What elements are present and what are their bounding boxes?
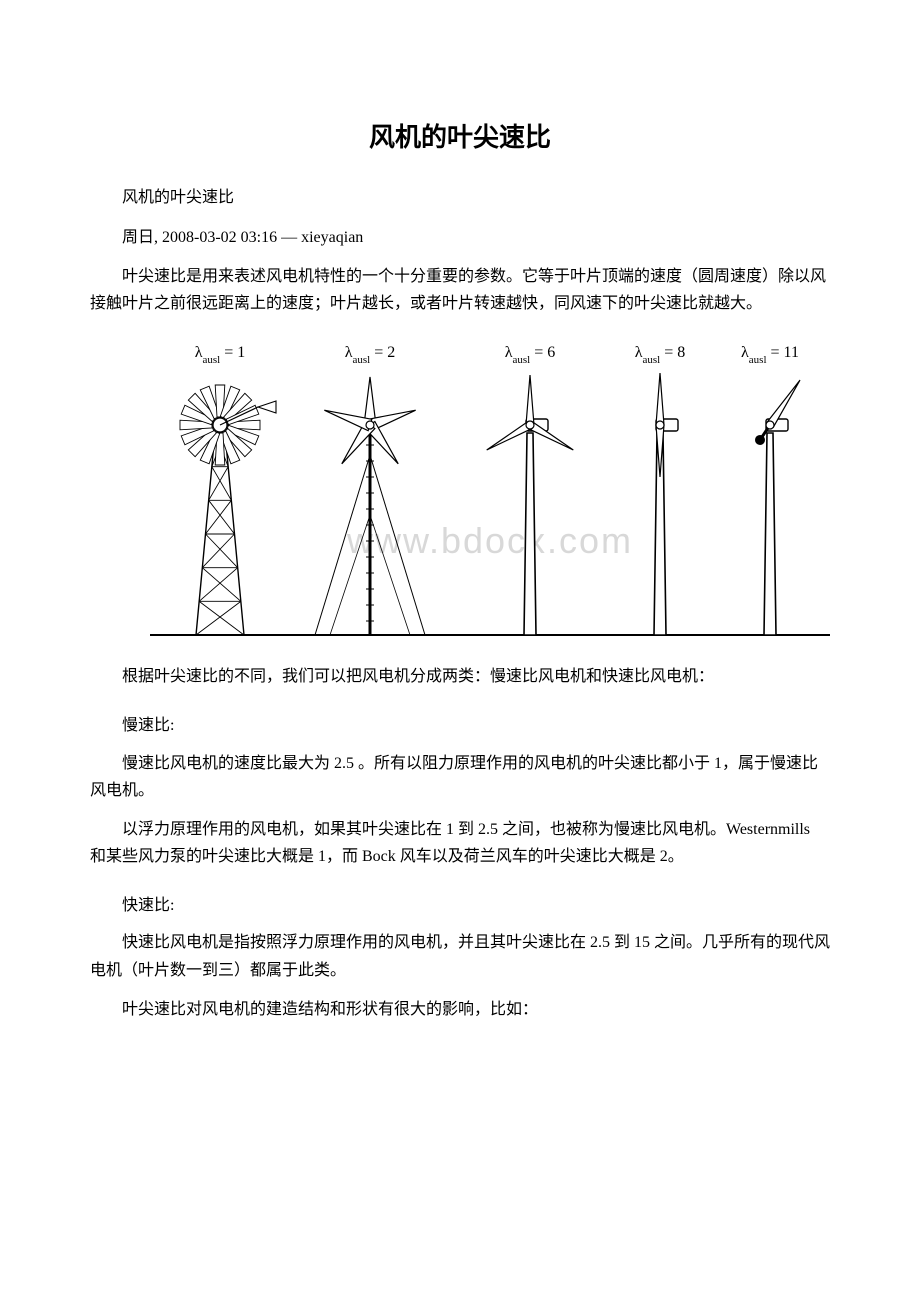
date-author-line: 周日, 2008-03-02 03:16 — xieyaqian: [90, 224, 830, 251]
subject-line: 风机的叶尖速比: [90, 184, 830, 211]
svg-text:λausl = 11: λausl = 11: [741, 344, 799, 366]
fast-ratio-p1: 快速比风电机是指按照浮力原理作用的风电机，并且其叶尖速比在 2.5 到 15 之…: [90, 929, 830, 983]
svg-text:λausl = 6: λausl = 6: [505, 344, 556, 366]
fast-ratio-label: 快速比:: [90, 892, 830, 919]
slow-ratio-label: 慢速比:: [90, 712, 830, 739]
page-title: 风机的叶尖速比: [90, 117, 830, 154]
after-diagram-paragraph: 根据叶尖速比的不同，我们可以把风电机分成两类：慢速比风电机和快速比风电机：: [90, 663, 830, 690]
svg-text:λausl = 8: λausl = 8: [635, 344, 686, 366]
document-page: 风机的叶尖速比 风机的叶尖速比 周日, 2008-03-02 03:16 — x…: [0, 0, 920, 1095]
svg-text:λausl = 2: λausl = 2: [345, 344, 396, 366]
slow-ratio-p1: 慢速比风电机的速度比最大为 2.5 。所有以阻力原理作用的风电机的叶尖速比都小于…: [90, 750, 830, 804]
slow-ratio-p2: 以浮力原理作用的风电机，如果其叶尖速比在 1 到 2.5 之间，也被称为慢速比风…: [90, 816, 830, 870]
fast-ratio-p2: 叶尖速比对风电机的建造结构和形状有很大的影响，比如：: [90, 996, 830, 1023]
turbine-diagram: www.bdocx.com λausl = 1 λausl = 2 λausl = 6…: [150, 335, 830, 645]
turbine-svg: www.bdocx.com λausl = 1 λausl = 2 λausl = 6…: [150, 335, 830, 645]
svg-text:www.bdocx.com: www.bdocx.com: [346, 520, 633, 561]
intro-paragraph: 叶尖速比是用来表述风电机特性的一个十分重要的参数。它等于叶片顶端的速度（圆周速度…: [90, 263, 830, 317]
svg-text:λausl = 1: λausl = 1: [195, 344, 246, 366]
